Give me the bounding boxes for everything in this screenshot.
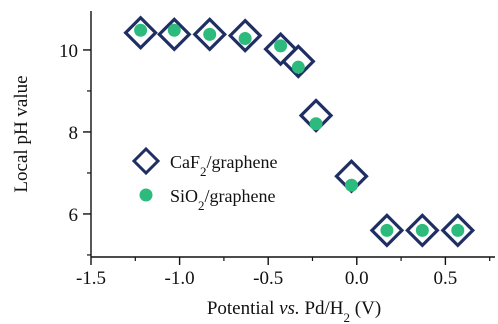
legend-label-caf2: CaF2/graphene: [170, 152, 277, 179]
x-axis-label-middle: Pd/H: [300, 298, 344, 319]
series-caf2-graphene: [123, 15, 476, 248]
x-tick-label: -1.0: [165, 268, 195, 289]
legend-caf2-suffix: /graphene: [207, 152, 278, 172]
diamond-point: [298, 98, 334, 133]
diamond-point: [227, 18, 263, 53]
legend-sio2-subscript: 2: [198, 198, 205, 213]
circle-point: [309, 117, 323, 131]
legend-entry-sio2: SiO2/graphene: [139, 186, 275, 213]
diamond-point: [192, 17, 227, 52]
legend-caf2-main: CaF: [170, 152, 200, 172]
y-tick-label: 6: [69, 205, 79, 226]
diamond-point: [157, 17, 192, 52]
circle-point: [167, 23, 181, 37]
diamond-point: [263, 31, 298, 67]
diamond-point: [440, 213, 476, 248]
circle-point: [134, 23, 148, 37]
tick-labels: -1.5 -1.0 -0.5 0.0 0.5 6 8 10: [59, 41, 457, 289]
circle-point: [274, 39, 288, 53]
legend-circle-marker: [139, 188, 153, 202]
circle-point: [238, 31, 252, 45]
diamond-point: [123, 15, 158, 50]
y-tick-label: 10: [59, 41, 78, 62]
x-axis-label-suffix: (V): [350, 298, 381, 319]
x-axis-label-prefix: Potential: [207, 298, 279, 319]
circle-point: [380, 223, 394, 237]
legend: CaF2/graphene SiO2/graphene: [131, 146, 277, 213]
x-axis-label: Potential vs. Pd/H2 (V): [207, 298, 381, 324]
y-tick-label: 8: [69, 123, 79, 144]
legend-diamond-marker: [131, 146, 161, 176]
x-axis-label-subscript: 2: [344, 310, 351, 324]
legend-entry-caf2: CaF2/graphene: [131, 146, 277, 179]
y-axis-label: Local pH value: [11, 75, 32, 192]
legend-sio2-suffix: /graphene: [205, 186, 276, 206]
diamond-point: [281, 44, 316, 79]
legend-caf2-subscript: 2: [200, 164, 207, 179]
legend-sio2-main: SiO: [170, 186, 198, 206]
data-series: [123, 15, 476, 248]
x-tick-label: -1.5: [76, 268, 106, 289]
diamond-point: [405, 213, 440, 248]
x-axis-label-italic: vs.: [279, 298, 300, 319]
circle-point: [451, 223, 465, 237]
series-sio2-graphene: [134, 23, 465, 237]
legend-label-sio2: SiO2/graphene: [170, 186, 275, 213]
axes: [90, 11, 495, 258]
x-tick-label: -0.5: [253, 268, 283, 289]
x-tick-label: 0.5: [434, 268, 458, 289]
circle-point: [344, 178, 358, 192]
circle-point: [415, 223, 429, 237]
diamond-point: [369, 213, 405, 248]
x-tick-label: 0.0: [345, 268, 369, 289]
circle-point: [203, 27, 217, 41]
circle-point: [291, 60, 305, 74]
